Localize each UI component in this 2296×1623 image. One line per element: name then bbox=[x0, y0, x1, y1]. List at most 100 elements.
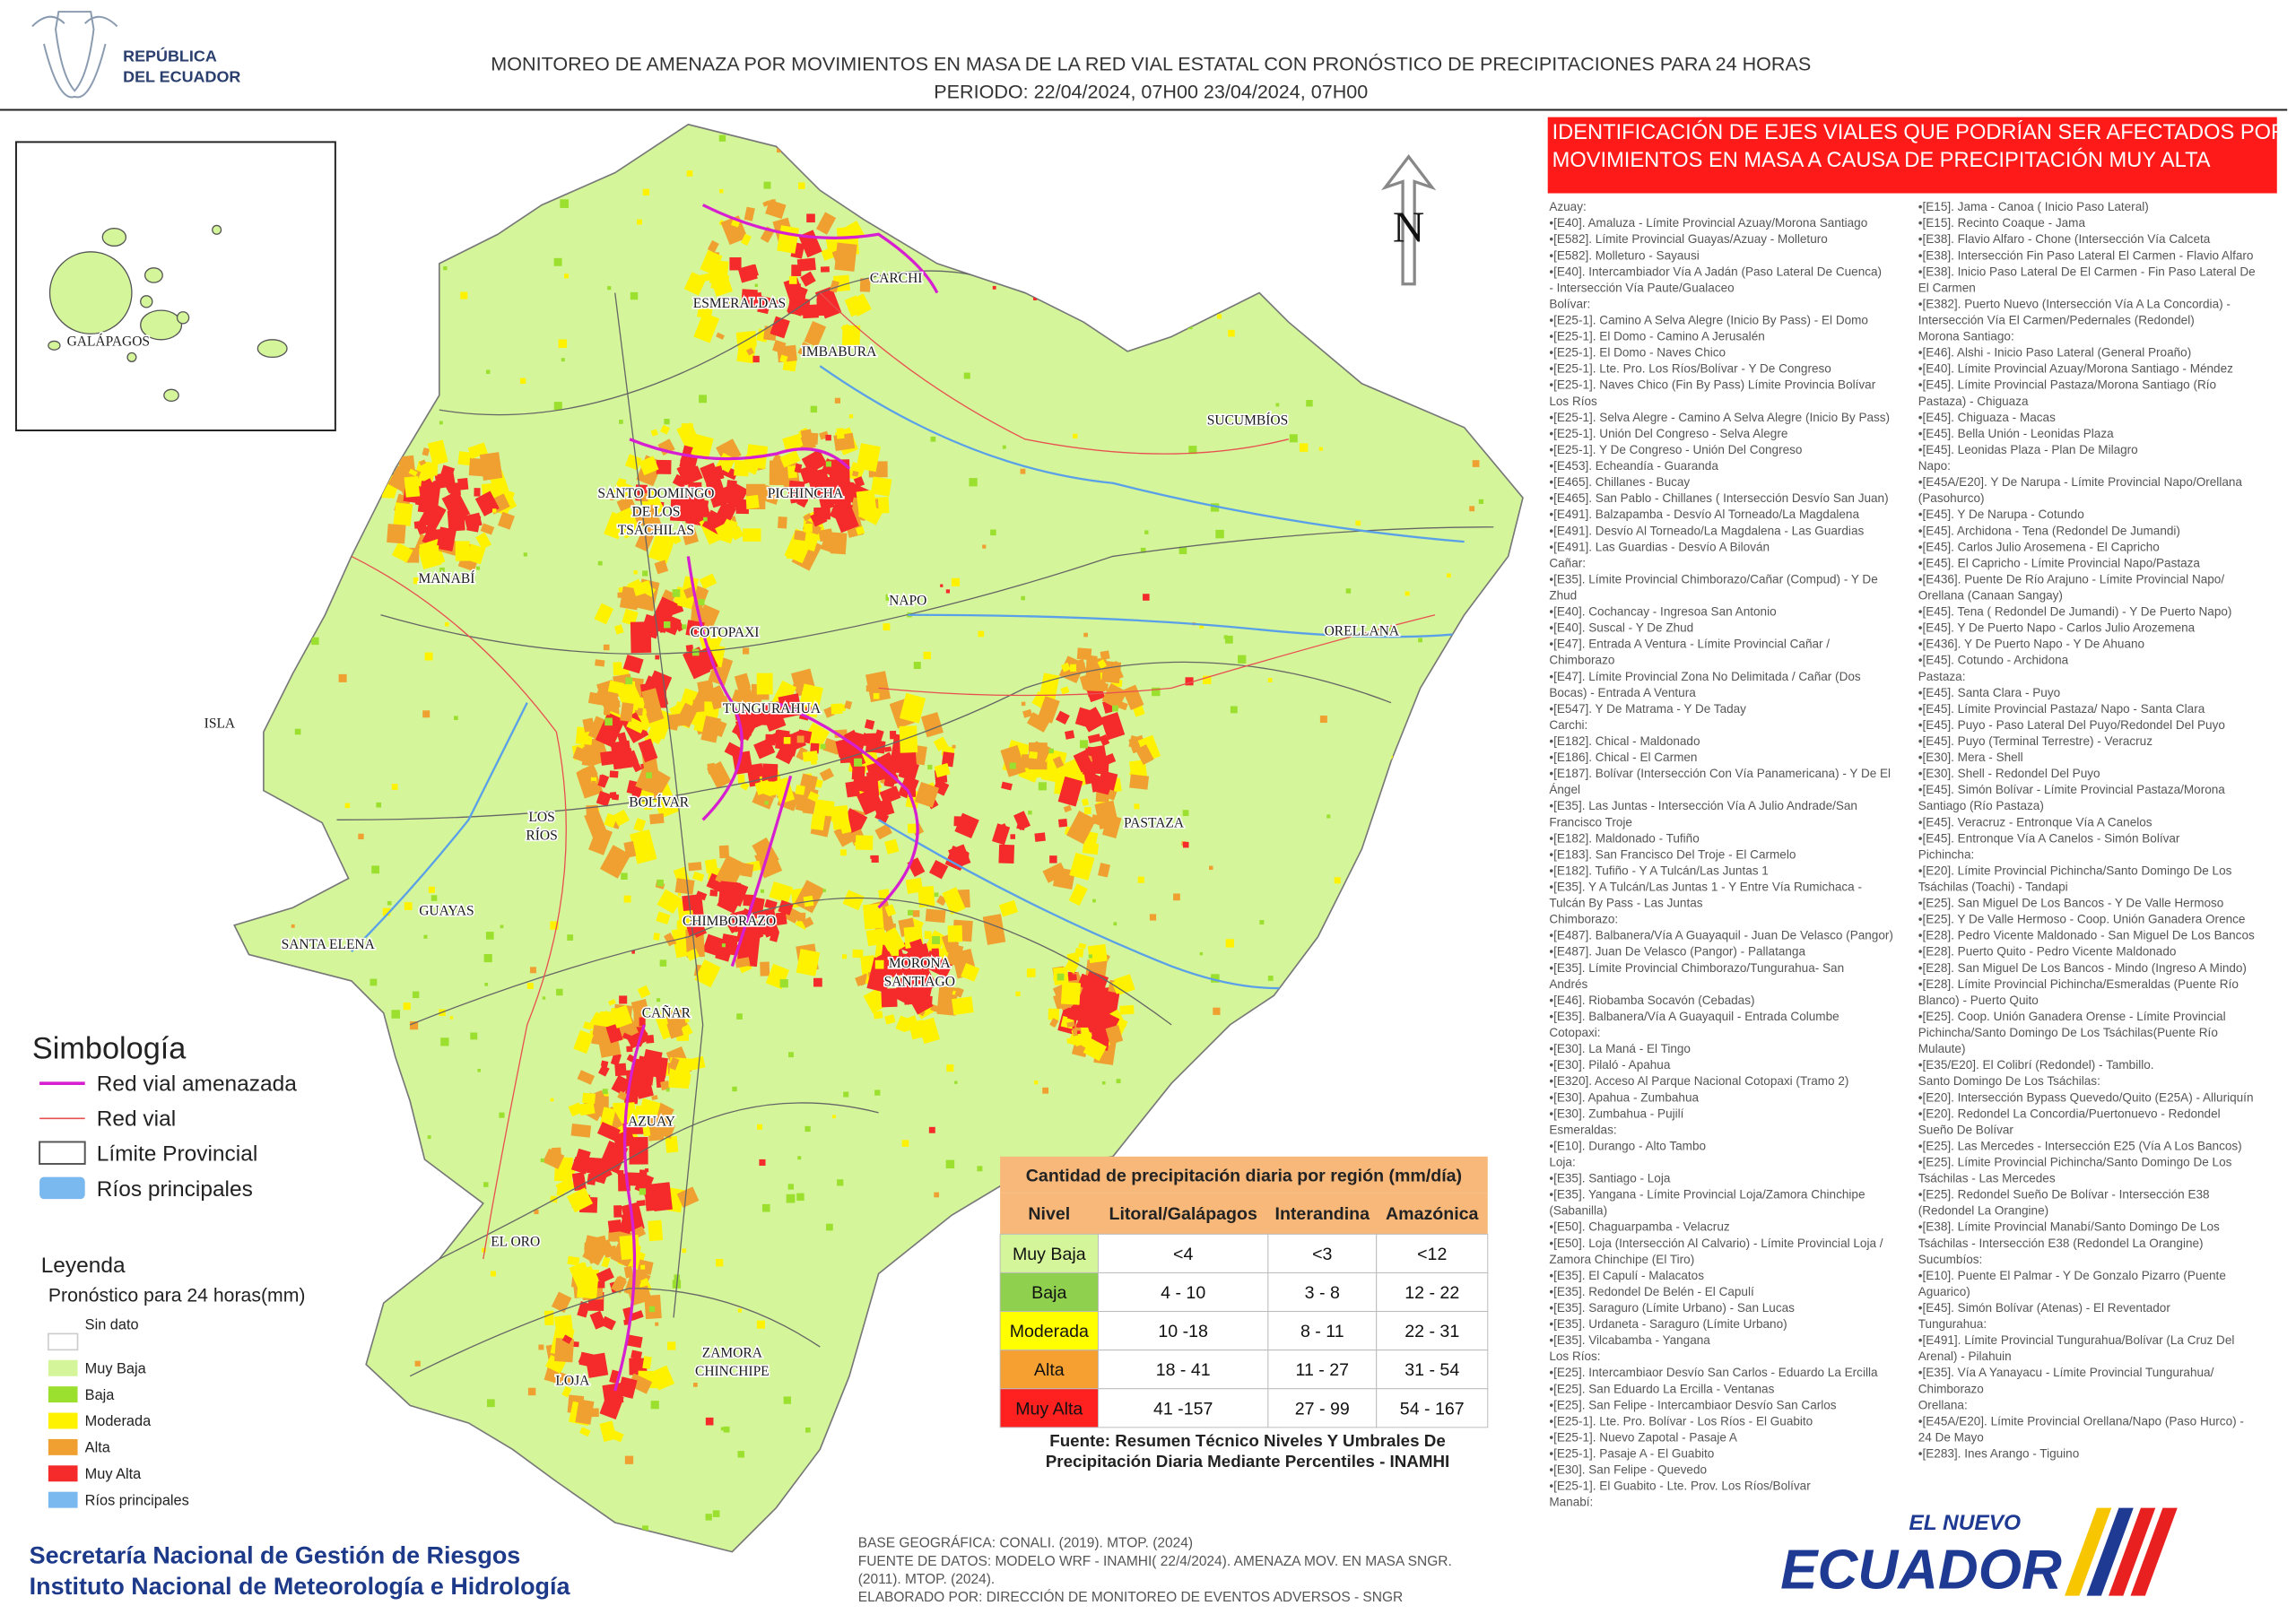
road-list-item: •[E30]. Shell - Redondel Del Puyo bbox=[1918, 767, 2100, 780]
hazard-cell bbox=[1135, 744, 1154, 766]
shield-flags bbox=[43, 43, 107, 99]
hazard-cell bbox=[621, 872, 628, 880]
road-list-item: •[E25-1]. Pasaje A - El Guabito bbox=[1549, 1447, 1714, 1461]
hazard-cell bbox=[881, 988, 898, 1008]
hazard-cell bbox=[642, 1356, 652, 1369]
hazard-cell bbox=[1134, 803, 1140, 810]
hazard-cell bbox=[818, 491, 835, 510]
hazard-cell bbox=[670, 531, 682, 545]
table-cell-text: Baja bbox=[1031, 1283, 1066, 1303]
hazard-cell bbox=[1057, 973, 1065, 981]
hazard-cell bbox=[1032, 296, 1038, 300]
hazard-cell bbox=[1113, 922, 1118, 926]
hazard-cell bbox=[617, 732, 628, 746]
hazard-cell bbox=[891, 973, 921, 1005]
hazard-cell bbox=[623, 1265, 634, 1279]
hazard-cell bbox=[884, 1014, 896, 1025]
hazard-cell bbox=[778, 899, 794, 916]
hazard-cell bbox=[291, 924, 295, 928]
inset-label: GALÁPAGOS bbox=[67, 334, 150, 349]
road-list-item: Chimborazo bbox=[1918, 1382, 1984, 1395]
hazard-cell bbox=[639, 456, 659, 476]
hazard-cell bbox=[1091, 759, 1109, 775]
hazard-cell bbox=[597, 560, 603, 566]
hazard-cell bbox=[1101, 683, 1127, 709]
hazard-cell bbox=[901, 1140, 909, 1147]
province-label: COTOPAXI bbox=[691, 625, 760, 640]
hazard-cell bbox=[648, 670, 673, 693]
hazard-cell bbox=[705, 1417, 714, 1426]
hazard-cell bbox=[927, 764, 933, 770]
shield bbox=[31, 11, 118, 99]
hazard-cell bbox=[909, 938, 926, 957]
road-list-item: Los Ríos: bbox=[1549, 1350, 1600, 1363]
hazard-cell bbox=[490, 1271, 497, 1277]
road-list-item: Tsáchilas - Intersección E38 (Redondel L… bbox=[1918, 1237, 2204, 1250]
hazard-cell bbox=[718, 845, 730, 859]
road-list-item: Cotopaxi: bbox=[1549, 1026, 1600, 1039]
hazard-cell bbox=[1060, 662, 1071, 673]
hazard-cell bbox=[1088, 954, 1092, 959]
hazard-cell bbox=[1060, 686, 1070, 695]
hazard-cell bbox=[1224, 635, 1233, 644]
road-list-item: Santo Domingo De Los Tsáchilas: bbox=[1918, 1074, 2100, 1088]
hazard-cell bbox=[1299, 443, 1309, 452]
hazard-cell bbox=[1211, 974, 1220, 983]
hazard-cell bbox=[775, 911, 787, 926]
hazard-cell bbox=[409, 1021, 419, 1030]
hazard-cell bbox=[744, 206, 755, 221]
road-list-item: Orellana: bbox=[1918, 1398, 1968, 1411]
province-label: CHIMBORAZO bbox=[683, 914, 776, 929]
road-list-item: •[E25]. Las Mercedes - Intersección E25 … bbox=[1918, 1139, 2242, 1152]
hazard-cell bbox=[852, 949, 864, 959]
hazard-cell bbox=[642, 570, 648, 577]
road-list-item: Intersección Vía El Carmen/Pedernales (R… bbox=[1918, 314, 2195, 327]
road-list-item: •[E38]. Intersección Fin Paso Lateral El… bbox=[1918, 248, 2254, 262]
hazard-cell bbox=[427, 1135, 431, 1140]
road-list-item: Tsáchilas (Toachi) - Tandapi bbox=[1918, 881, 2068, 894]
hazard-cell bbox=[942, 887, 966, 916]
hazard-cell bbox=[741, 233, 752, 246]
hazard-cell bbox=[707, 760, 732, 789]
hazard-cell bbox=[460, 291, 468, 299]
hazard-cell bbox=[1173, 893, 1180, 901]
hazard-cell bbox=[623, 895, 631, 903]
provincial-boundary bbox=[439, 1102, 879, 1260]
hazard-cell bbox=[1203, 675, 1212, 684]
hazard-cell bbox=[655, 655, 660, 660]
hazard-cell bbox=[1097, 659, 1108, 670]
hazard-cell bbox=[610, 1429, 624, 1443]
hazard-cell bbox=[873, 1011, 883, 1020]
hazard-cell bbox=[561, 358, 565, 362]
road-list-item: •[E25]. San Felipe - Intercambiaor Desví… bbox=[1549, 1398, 1836, 1411]
hazard-cell bbox=[538, 1344, 544, 1350]
hazard-cell bbox=[338, 673, 347, 682]
hazard-cell bbox=[1100, 712, 1126, 741]
hazard-cell bbox=[732, 1086, 737, 1092]
hazard-cell bbox=[1259, 920, 1265, 925]
road-list-item: •[E25]. Límite Provincial Pichincha/Sant… bbox=[1918, 1155, 2232, 1168]
road-list-item: Orellana (Canaan Sangay) bbox=[1918, 588, 2063, 602]
island bbox=[212, 224, 222, 235]
hazard-cell bbox=[582, 764, 598, 779]
road-list-item: •[E10]. Durango - Alto Tambo bbox=[1549, 1139, 1706, 1152]
hazard-cell bbox=[1078, 942, 1087, 950]
hazard-cell bbox=[756, 673, 773, 695]
road-list-item: •[E45A/E20]. Y De Narupa - Límite Provin… bbox=[1918, 475, 2243, 489]
stripe bbox=[2065, 1507, 2112, 1596]
hazard-cell bbox=[614, 1063, 627, 1077]
road-list-item: •[E25]. Intercambiaor Desvío San Carlos … bbox=[1549, 1366, 1878, 1379]
hazard-cell bbox=[1079, 740, 1088, 749]
hazard-cell bbox=[387, 900, 392, 906]
hazard-cell bbox=[820, 531, 839, 553]
road-list-item: 24 De Mayo bbox=[1918, 1430, 1984, 1444]
road-list-item: •[E35]. Vía A Yanayacu - Límite Provinci… bbox=[1918, 1366, 2214, 1379]
legend-item: Muy Alta bbox=[85, 1466, 142, 1482]
hazard-cell bbox=[560, 199, 570, 208]
hazard-cell bbox=[465, 543, 486, 565]
road-list-item: •[E35]. Las Juntas - Intersección Vía A … bbox=[1549, 799, 1857, 812]
hazard-cell bbox=[705, 1514, 712, 1521]
provincial-boundary bbox=[614, 292, 704, 1318]
hazard-cell bbox=[1074, 707, 1091, 727]
hazard-cell bbox=[884, 838, 900, 855]
